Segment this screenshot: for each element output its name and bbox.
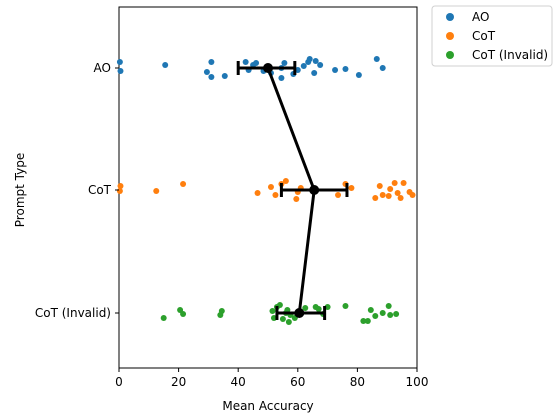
scatter-point — [387, 312, 394, 318]
scatter-point — [372, 313, 379, 319]
scatter-point — [342, 66, 349, 72]
scatter-point — [372, 195, 379, 201]
scatter-point — [153, 188, 160, 194]
scatter-point — [373, 56, 380, 62]
scatter-point — [409, 192, 416, 198]
y-axis-title: Prompt Type — [13, 153, 27, 227]
plot-frame — [118, 6, 418, 369]
scatter-point — [180, 181, 187, 187]
legend: AO CoT CoT (Invalid) — [431, 5, 553, 67]
scatter-point — [355, 72, 362, 78]
scatter-point — [116, 59, 123, 65]
scatter-point — [379, 192, 386, 198]
x-axis: 0 20 40 60 80 100 — [115, 368, 428, 389]
scatter-point — [335, 192, 342, 198]
scatter-point — [332, 67, 339, 73]
scatter-point — [348, 185, 355, 191]
scatter-point — [306, 56, 313, 62]
scatter-point — [218, 308, 225, 314]
legend-marker — [446, 51, 454, 59]
mean-marker — [263, 63, 273, 73]
scatter-point — [269, 308, 276, 314]
scatter-point — [267, 184, 274, 190]
scatter-point — [393, 311, 400, 317]
scatter-point — [379, 65, 386, 71]
scatter-point — [387, 186, 394, 192]
scatter-point — [360, 318, 367, 324]
legend-marker — [446, 13, 454, 21]
y-tick-label: CoT — [88, 183, 112, 197]
scatter-point — [281, 60, 288, 66]
scatter-point — [180, 311, 187, 317]
scatter-point — [302, 305, 309, 311]
y-axis: AO CoT CoT (Invalid) — [35, 61, 119, 320]
scatter-point — [311, 70, 318, 76]
scatter-point — [397, 195, 404, 201]
scatter-point — [242, 59, 249, 65]
legend-label: CoT — [472, 29, 496, 43]
x-axis-title: Mean Accuracy — [222, 399, 313, 413]
legend-frame — [431, 5, 553, 67]
scatter-point — [312, 58, 319, 64]
scatter-point — [117, 183, 124, 189]
scatter-point — [385, 303, 392, 309]
scatter-point — [391, 180, 398, 186]
x-tick-label: 100 — [406, 375, 429, 389]
mean-marker — [294, 308, 305, 318]
scatter-point — [394, 190, 401, 196]
scatter-point — [300, 63, 307, 69]
scatter-point — [278, 75, 285, 81]
legend-marker — [446, 32, 454, 40]
scatter-point — [221, 73, 228, 79]
x-tick-label: 60 — [290, 375, 305, 389]
scatter-point — [282, 178, 289, 184]
scatter-point — [272, 192, 279, 198]
scatter-point — [317, 62, 324, 68]
scatter-point — [160, 315, 167, 321]
mean-marker — [309, 185, 320, 195]
scatter-point — [342, 303, 349, 309]
scatter-point — [385, 193, 392, 199]
scatter-point — [400, 180, 407, 186]
x-tick-label: 0 — [115, 375, 123, 389]
scatter-point — [364, 318, 371, 324]
scatter-point — [254, 190, 261, 196]
scatter-point — [208, 59, 215, 65]
scatter-point — [279, 316, 286, 322]
scatter-point — [203, 69, 210, 75]
y-tick-label: CoT (Invalid) — [35, 306, 111, 320]
mean-line-group — [236, 61, 349, 320]
scatter-point — [208, 74, 215, 80]
scatter-point — [376, 183, 383, 189]
x-tick-label: 40 — [231, 375, 246, 389]
plot-area — [116, 6, 418, 369]
scatter-point — [315, 306, 322, 312]
y-tick-label: AO — [94, 61, 111, 75]
x-tick-label: 20 — [171, 375, 186, 389]
scatter-points — [116, 56, 416, 325]
legend-label: CoT (Invalid) — [472, 48, 548, 62]
scatter-point — [293, 196, 300, 202]
x-tick-label: 80 — [350, 375, 365, 389]
scatter-point — [117, 68, 124, 74]
scatter-point — [253, 60, 260, 66]
scatter-point — [367, 307, 374, 313]
scatter-point — [162, 62, 169, 68]
legend-label: AO — [472, 10, 489, 24]
scatter-point — [285, 319, 292, 325]
scatter-point — [379, 310, 386, 316]
